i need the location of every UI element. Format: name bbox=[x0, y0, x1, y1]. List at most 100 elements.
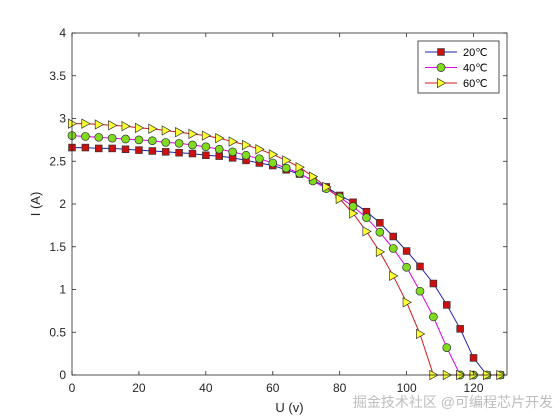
y-axis-label: I (A) bbox=[28, 192, 43, 217]
data-point bbox=[281, 163, 291, 173]
data-point bbox=[107, 133, 117, 143]
data-point bbox=[456, 325, 464, 333]
data-point bbox=[81, 143, 90, 152]
data-point bbox=[108, 120, 118, 131]
data-point bbox=[121, 134, 130, 144]
data-point bbox=[416, 328, 426, 340]
data-point bbox=[201, 130, 212, 141]
series-layer bbox=[67, 118, 506, 381]
data-point bbox=[147, 136, 157, 146]
data-point bbox=[375, 246, 386, 258]
x-tick-label: 20 bbox=[132, 381, 146, 395]
x-axis-label: U (v) bbox=[275, 400, 303, 415]
data-point bbox=[388, 244, 398, 253]
data-point bbox=[148, 123, 158, 134]
y-tick-label: 0.5 bbox=[49, 325, 66, 339]
data-point bbox=[415, 286, 425, 296]
data-point bbox=[429, 279, 438, 288]
data-point bbox=[268, 149, 279, 160]
data-point bbox=[241, 150, 251, 160]
y-tick-label: 1 bbox=[59, 283, 66, 297]
data-point bbox=[175, 126, 185, 138]
legend-entry-3: 60℃ bbox=[425, 77, 488, 90]
y-tick-label: 1.5 bbox=[49, 240, 66, 254]
legend-label: 40℃ bbox=[463, 63, 488, 75]
data-point bbox=[349, 208, 359, 219]
data-point bbox=[95, 144, 103, 153]
data-point bbox=[443, 301, 451, 309]
data-point bbox=[135, 146, 143, 154]
legend-marker bbox=[437, 77, 447, 89]
data-point bbox=[402, 247, 411, 255]
data-point bbox=[268, 158, 278, 168]
data-point bbox=[134, 122, 145, 134]
data-point bbox=[295, 162, 305, 173]
data-point bbox=[228, 147, 237, 157]
data-point bbox=[429, 312, 438, 322]
data-point bbox=[308, 171, 319, 182]
data-point bbox=[188, 140, 197, 150]
data-point bbox=[282, 155, 292, 166]
data-point bbox=[335, 193, 346, 205]
legend-marker bbox=[437, 48, 445, 56]
data-point bbox=[376, 219, 384, 227]
data-point bbox=[188, 149, 197, 158]
data-point bbox=[362, 226, 372, 237]
data-point bbox=[81, 132, 90, 141]
data-point bbox=[228, 136, 238, 147]
y-tick-label: 3 bbox=[59, 112, 66, 126]
data-point bbox=[94, 132, 104, 142]
data-point bbox=[108, 144, 116, 153]
legend-marker bbox=[436, 63, 446, 72]
data-point bbox=[121, 120, 131, 132]
legend: 20℃ 40℃ 60℃ bbox=[417, 40, 500, 94]
data-point bbox=[68, 118, 78, 129]
legend-label: 20℃ bbox=[463, 47, 488, 59]
data-point bbox=[389, 232, 397, 241]
watermark-text: 掘金技术社区 @可编程芯片开发 bbox=[353, 394, 553, 410]
ticks-layer: 0 20 40 60 80 100 120 0 0.5 1 1.5 2 2.5 3 3.5 4 bbox=[49, 26, 507, 395]
data-point bbox=[242, 139, 252, 151]
data-point bbox=[174, 138, 184, 148]
x-tick-label: 40 bbox=[199, 381, 213, 395]
data-point bbox=[402, 262, 411, 272]
data-point bbox=[215, 152, 223, 160]
data-point bbox=[469, 354, 478, 362]
y-tick-label: 4 bbox=[59, 26, 66, 40]
data-point bbox=[362, 213, 371, 223]
legend-label: 60℃ bbox=[463, 78, 488, 90]
data-point bbox=[161, 138, 171, 147]
data-point bbox=[188, 128, 198, 140]
data-point bbox=[389, 270, 399, 282]
x-tick-label: 100 bbox=[397, 381, 417, 395]
data-point bbox=[201, 142, 211, 152]
data-point bbox=[175, 148, 183, 157]
y-tick-label: 3.5 bbox=[49, 69, 66, 83]
data-point bbox=[81, 118, 91, 129]
y-tick-label: 2 bbox=[59, 197, 66, 211]
data-point bbox=[214, 144, 224, 154]
data-point bbox=[148, 147, 157, 155]
data-point bbox=[255, 144, 265, 155]
x-tick-label: 80 bbox=[333, 381, 347, 395]
series-3 bbox=[68, 118, 506, 381]
data-point bbox=[121, 145, 130, 154]
x-tick-label: 60 bbox=[266, 381, 280, 395]
data-point bbox=[322, 181, 332, 193]
data-point bbox=[161, 148, 170, 156]
legend-entry-1: 20℃ bbox=[425, 47, 488, 59]
legend-entry-2: 40℃ bbox=[425, 63, 488, 75]
data-point bbox=[202, 151, 210, 160]
data-point bbox=[161, 125, 172, 136]
y-tick-label: 0 bbox=[59, 368, 66, 382]
data-point bbox=[94, 119, 105, 130]
data-point bbox=[416, 262, 424, 271]
x-tick-label: 120 bbox=[464, 381, 484, 395]
data-point bbox=[442, 343, 452, 352]
data-point bbox=[255, 154, 264, 164]
data-point bbox=[375, 227, 385, 237]
data-point bbox=[215, 132, 225, 144]
y-tick-label: 2.5 bbox=[49, 154, 66, 168]
x-tick-label: 0 bbox=[69, 381, 76, 395]
